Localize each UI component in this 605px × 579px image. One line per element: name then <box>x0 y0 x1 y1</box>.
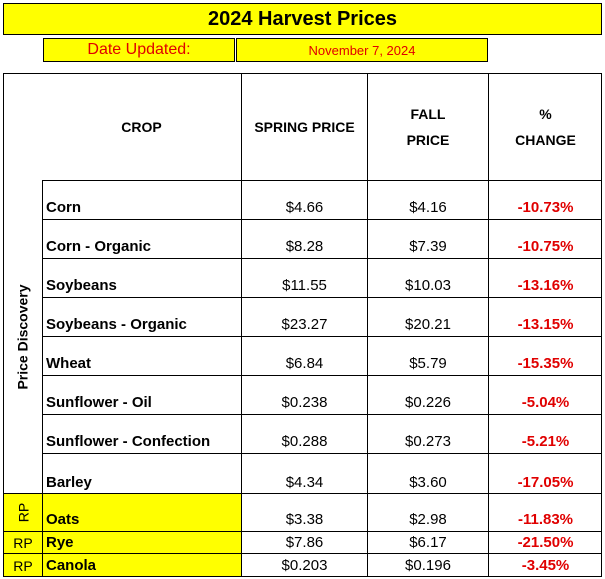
spring-price: $11.55 <box>282 277 327 294</box>
spring-price: $8.28 <box>285 238 324 255</box>
crop-name: Corn - Organic <box>46 238 152 255</box>
rp-tag-band <box>4 493 42 576</box>
percent-change: -21.50% <box>517 534 574 551</box>
fall-price: $7.39 <box>409 238 447 255</box>
rp-tag: RP <box>15 502 31 523</box>
percent-change: -17.05% <box>517 474 574 491</box>
rp-crop-band <box>43 493 241 576</box>
percent-change: -10.75% <box>517 238 574 255</box>
fall-price: $0.273 <box>405 433 451 450</box>
fall-price: $0.196 <box>405 557 451 574</box>
crop-name: Soybeans - Organic <box>46 316 187 333</box>
percent-change: -3.45% <box>521 557 570 574</box>
percent-change: -13.15% <box>517 316 574 333</box>
crop-name: Wheat <box>46 355 91 372</box>
crop-name: Sunflower - Oil <box>46 394 152 411</box>
rp-tag: RP <box>13 557 33 574</box>
header-crop: CROP <box>121 119 162 135</box>
price-discovery-label: Price Discovery <box>14 283 31 390</box>
crop-name: Rye <box>46 534 74 551</box>
fall-price: $6.17 <box>409 534 447 551</box>
spring-price: $0.288 <box>281 433 328 450</box>
crop-name: Corn <box>46 199 81 216</box>
percent-change: -13.16% <box>517 277 574 294</box>
percent-change: -5.04% <box>521 394 570 411</box>
crop-name: Oats <box>46 511 80 528</box>
fall-price: $10.03 <box>405 277 451 294</box>
fall-price: $4.16 <box>409 199 447 216</box>
header-fall-price: FALL PRICE <box>406 106 450 148</box>
rp-tag: RP <box>13 534 33 551</box>
spring-price: $3.38 <box>285 511 324 528</box>
spring-price: $0.238 <box>281 394 328 411</box>
date-updated-label: Date Updated: <box>43 38 235 62</box>
crop-name: Barley <box>46 474 92 491</box>
spring-price: $4.34 <box>285 474 324 491</box>
percent-change: -15.35% <box>517 355 574 372</box>
percent-change: -5.21% <box>521 433 570 450</box>
header-percent-change: % CHANGE <box>515 106 576 148</box>
fall-price: $20.21 <box>405 316 451 333</box>
spring-price: $6.84 <box>285 355 324 372</box>
crop-name: Canola <box>46 557 97 574</box>
price-table <box>3 73 602 577</box>
percent-change: -10.73% <box>517 199 574 216</box>
fall-price: $2.98 <box>409 511 447 528</box>
spring-price: $23.27 <box>281 316 328 333</box>
spring-price: $7.86 <box>285 534 324 551</box>
crop-name: Sunflower - Confection <box>46 433 211 450</box>
page-title: 2024 Harvest Prices <box>3 3 602 35</box>
spring-price: $4.66 <box>285 199 324 216</box>
crop-name: Soybeans <box>46 277 117 294</box>
date-updated-value: November 7, 2024 <box>236 38 488 62</box>
header-spring-price: SPRING PRICE <box>254 119 355 135</box>
fall-price: $3.60 <box>409 474 447 491</box>
spring-price: $0.203 <box>281 557 328 574</box>
fall-price: $5.79 <box>409 355 447 372</box>
fall-price: $0.226 <box>405 394 451 411</box>
percent-change: -11.83% <box>517 511 574 528</box>
